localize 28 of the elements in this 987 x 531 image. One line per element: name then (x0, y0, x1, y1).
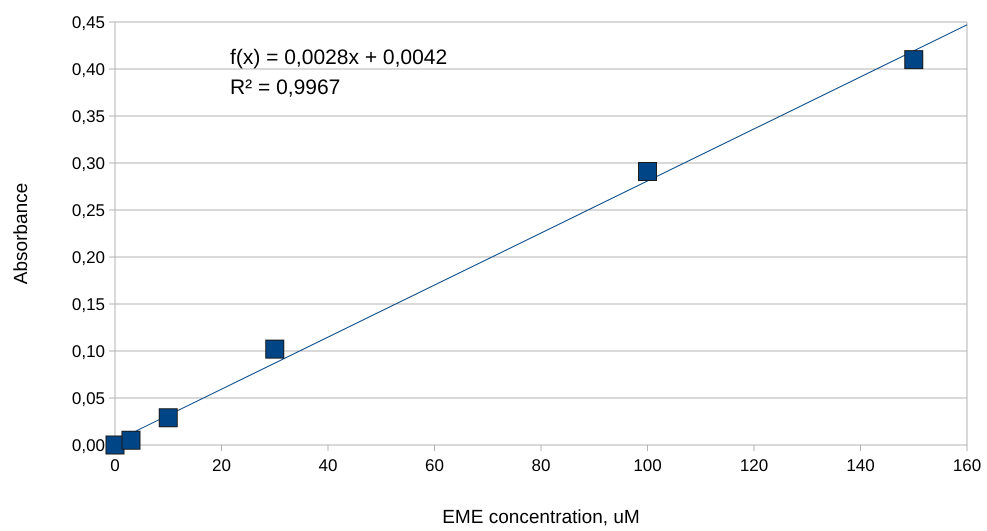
point (904, 50, 924, 70)
y-tick-label: 0,10 (72, 342, 105, 361)
x-tick-label: 0 (110, 456, 120, 475)
x-tick-label: 80 (532, 456, 550, 475)
y-axis-title: Absorbance (11, 182, 32, 284)
y-tick-label: 0,45 (72, 12, 105, 32)
annotation: f(x) = 0,0028x + 0,0042 (230, 46, 448, 69)
point (638, 162, 657, 181)
x-tick-label: 120 (740, 456, 768, 475)
point (121, 430, 140, 450)
x-tick-label: 160 (952, 456, 982, 475)
x-tick-label: 40 (318, 456, 338, 475)
y-tick-label: 0,20 (72, 248, 105, 267)
y-tick-label: 0,25 (72, 200, 105, 220)
y-tick-label: 0,35 (72, 106, 105, 126)
point (265, 340, 284, 359)
x-axis-title: EME concentration, uM (442, 507, 640, 528)
annotation: R² = 0,9967 (230, 76, 340, 99)
x-tick-label: 140 (846, 456, 875, 475)
y-tick-label: 0,40 (72, 60, 105, 79)
x-tick-label: 20 (212, 456, 231, 475)
point (158, 408, 178, 428)
y-tick-label: 0,05 (72, 388, 105, 408)
y-tick-label: 0,00 (72, 436, 105, 455)
x-tick-label: 60 (425, 456, 444, 475)
x-tick-label: 100 (633, 456, 662, 475)
y-tick-label: 0,15 (72, 294, 105, 314)
y-tick-label: 0,30 (72, 154, 105, 173)
